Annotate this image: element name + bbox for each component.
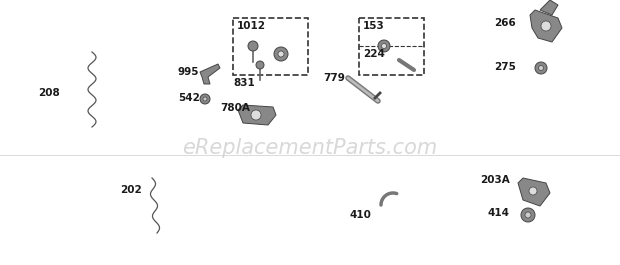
Polygon shape <box>518 178 550 206</box>
Circle shape <box>251 110 261 120</box>
Text: 995: 995 <box>178 67 200 77</box>
Circle shape <box>535 62 547 74</box>
Text: 208: 208 <box>38 88 60 98</box>
Bar <box>233 18 308 75</box>
Circle shape <box>525 212 531 218</box>
Circle shape <box>541 21 551 31</box>
Text: 153: 153 <box>363 21 385 31</box>
Circle shape <box>200 94 210 104</box>
Circle shape <box>278 51 284 57</box>
Circle shape <box>378 40 390 52</box>
Text: 202: 202 <box>120 185 142 195</box>
Polygon shape <box>530 10 562 42</box>
Bar <box>359 18 424 75</box>
Polygon shape <box>540 0 558 15</box>
Circle shape <box>381 43 386 48</box>
Text: eReplacementParts.com: eReplacementParts.com <box>182 138 438 158</box>
Text: 780A: 780A <box>220 103 250 113</box>
Text: 779: 779 <box>323 73 345 83</box>
Text: 410: 410 <box>350 210 372 220</box>
Text: 203A: 203A <box>480 175 510 185</box>
Circle shape <box>529 187 537 195</box>
Circle shape <box>521 208 535 222</box>
Circle shape <box>539 65 544 70</box>
Circle shape <box>256 61 264 69</box>
Text: 266: 266 <box>494 18 516 28</box>
Text: 831: 831 <box>233 78 255 88</box>
Text: 542: 542 <box>178 93 200 103</box>
Text: 1012: 1012 <box>237 21 266 31</box>
Polygon shape <box>238 105 276 125</box>
Text: 414: 414 <box>488 208 510 218</box>
Circle shape <box>248 41 258 51</box>
Circle shape <box>274 47 288 61</box>
Circle shape <box>203 97 207 101</box>
Polygon shape <box>200 64 220 84</box>
Text: 224: 224 <box>363 49 385 59</box>
Text: 275: 275 <box>494 62 516 72</box>
